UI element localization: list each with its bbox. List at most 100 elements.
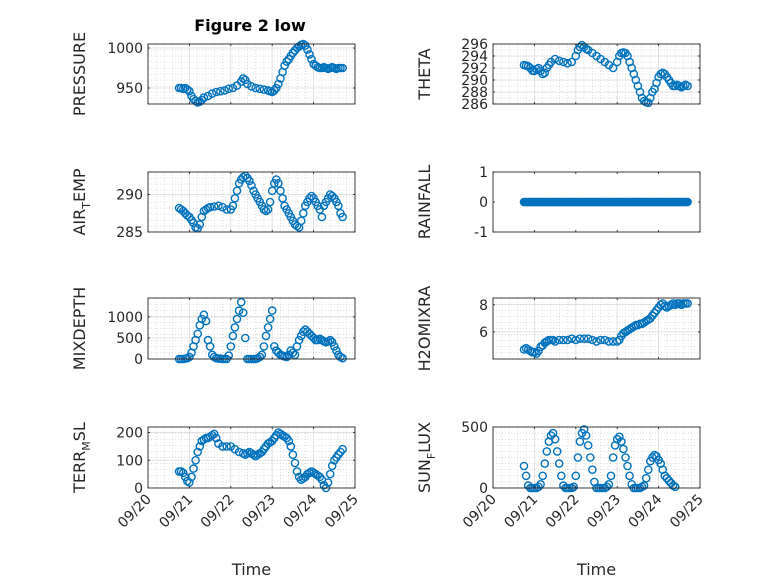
y-tick-label: 294	[461, 49, 488, 65]
data-point	[567, 57, 577, 67]
data-point	[292, 467, 302, 476]
y-tick-label: -1	[474, 225, 488, 241]
data-point	[550, 337, 560, 346]
data-point	[294, 335, 304, 345]
data-point	[668, 299, 678, 308]
y-tick-label: 0	[479, 195, 488, 211]
data-point	[329, 342, 339, 351]
data-point	[575, 437, 585, 446]
data-point	[305, 468, 314, 478]
data-point	[274, 79, 283, 89]
data-point	[309, 333, 318, 343]
data-point	[621, 453, 630, 462]
y-tick-label: 8	[479, 298, 488, 314]
data-point	[228, 201, 238, 211]
y-tick-label: 288	[461, 85, 488, 101]
data-point	[615, 335, 624, 345]
data-point	[677, 300, 686, 310]
data-point	[267, 186, 277, 196]
data-points	[519, 40, 692, 108]
data-point	[222, 442, 231, 451]
data-point	[534, 346, 543, 356]
data-points	[519, 197, 692, 207]
y-tick-label: 200	[116, 426, 143, 442]
data-point	[201, 316, 211, 326]
data-point	[307, 191, 316, 201]
data-point	[550, 54, 560, 64]
data-point	[548, 335, 558, 345]
data-point	[563, 335, 572, 345]
data-point	[296, 331, 306, 341]
data-point	[282, 352, 292, 362]
data-point	[625, 471, 634, 481]
y-axis-label: SUNFLUX	[415, 422, 438, 493]
data-point	[218, 202, 227, 212]
data-point	[276, 186, 285, 196]
data-point	[211, 87, 221, 97]
data-point	[222, 205, 231, 214]
y-tick-label: 0	[134, 352, 143, 368]
data-point	[579, 334, 589, 344]
data-point	[550, 434, 560, 444]
data-point	[586, 453, 595, 462]
data-point	[596, 335, 605, 345]
y-axis-label: AIRTEMP	[70, 168, 93, 235]
data-point	[575, 334, 585, 344]
data-point	[290, 458, 300, 468]
data-point	[581, 431, 591, 440]
subplot-6: 6 8 H2OMIXRA	[415, 286, 701, 371]
data-point	[261, 206, 271, 216]
data-point	[305, 50, 314, 59]
y-tick-label: 296	[461, 37, 488, 53]
data-point	[265, 197, 275, 207]
y-tick-label: 1	[479, 165, 488, 181]
subplot-3: 285 290 AIRTEMP	[70, 168, 356, 241]
data-point	[317, 212, 327, 222]
data-point	[338, 353, 347, 363]
data-point	[193, 329, 202, 339]
data-point	[178, 468, 188, 478]
y-tick-label: 290	[461, 73, 488, 89]
data-point	[218, 442, 227, 451]
data-point	[641, 473, 651, 483]
data-point	[195, 442, 205, 451]
data-point	[180, 472, 190, 482]
y-tick-label: 285	[116, 225, 143, 241]
data-point	[608, 337, 618, 346]
data-point	[261, 331, 271, 341]
data-point	[338, 444, 347, 454]
data-point	[211, 433, 221, 443]
data-point	[683, 299, 692, 308]
data-point	[189, 464, 198, 473]
data-point	[644, 465, 653, 475]
data-point	[327, 461, 337, 471]
data-point	[670, 482, 680, 492]
data-point	[255, 352, 265, 362]
data-point	[282, 57, 292, 66]
data-point	[323, 478, 333, 487]
x-axis-label: Time	[576, 560, 616, 579]
data-point	[243, 448, 252, 458]
data-point	[298, 208, 308, 218]
y-axis-label: MIXDEPTH	[70, 287, 89, 370]
data-point	[303, 45, 312, 54]
data-point	[530, 347, 539, 357]
data-point	[554, 459, 564, 468]
data-point	[284, 436, 294, 446]
data-point	[234, 306, 244, 315]
axes-frame	[147, 426, 356, 489]
data-point	[185, 352, 194, 362]
data-point	[220, 86, 229, 95]
y-tick-label: 950	[116, 81, 143, 97]
figure-title: Figure 2 low	[194, 16, 306, 35]
axes-frame	[492, 297, 701, 360]
axes-frame	[147, 297, 356, 360]
data-point	[334, 201, 343, 211]
data-point	[247, 82, 256, 91]
data-point	[185, 86, 194, 96]
data-point	[288, 450, 298, 460]
data-point	[259, 342, 269, 351]
data-point	[664, 476, 674, 486]
data-point	[267, 306, 277, 315]
data-point	[567, 334, 577, 344]
